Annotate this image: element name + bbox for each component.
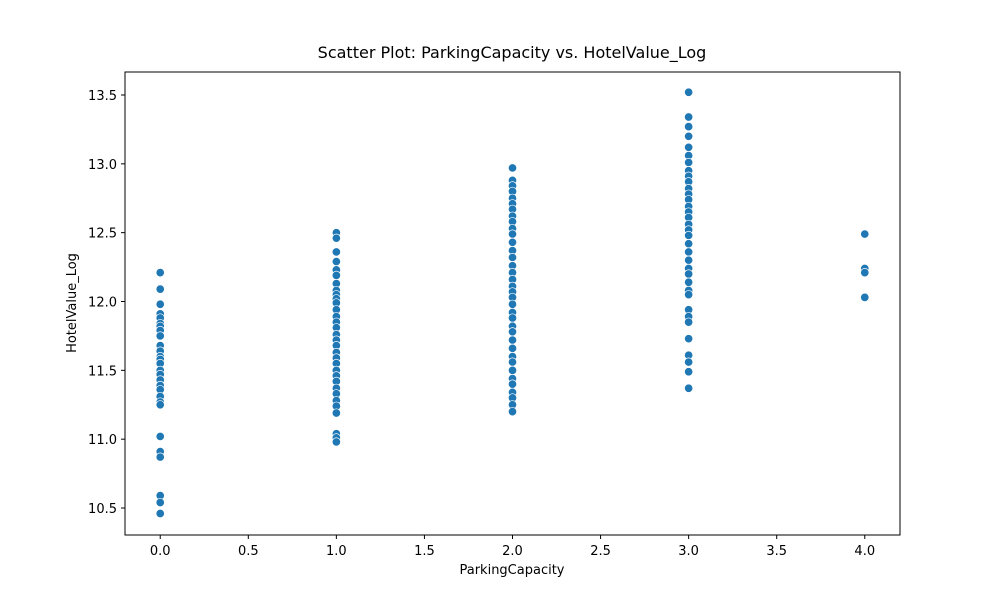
- y-tick-label: 11.0: [88, 433, 117, 448]
- point: [507, 343, 518, 353]
- point: [155, 431, 165, 441]
- point: [507, 299, 518, 309]
- point: [155, 284, 165, 294]
- y-axis-label: HotelValue_Log: [65, 253, 80, 353]
- point: [507, 379, 518, 389]
- point: [507, 327, 518, 337]
- point: [684, 334, 694, 344]
- x-tick-label: 3.5: [766, 544, 787, 559]
- x-tick-label: 2.5: [590, 544, 611, 559]
- point: [684, 112, 694, 122]
- point: [860, 229, 870, 239]
- point: [331, 247, 341, 257]
- point: [507, 237, 518, 247]
- x-axis-label: ParkingCapacity: [459, 563, 564, 578]
- point: [155, 508, 165, 519]
- point: [155, 400, 165, 410]
- point: [155, 497, 165, 508]
- point: [860, 292, 870, 302]
- y-tick-label: 10.5: [88, 502, 117, 517]
- point: [507, 407, 518, 417]
- point: [684, 87, 694, 97]
- point: [331, 257, 341, 267]
- point: [331, 233, 341, 243]
- point: [507, 357, 518, 367]
- x-tick-label: 3.0: [678, 544, 699, 559]
- y-tick-label: 12.5: [88, 227, 117, 242]
- chart-title: Scatter Plot: ParkingCapacity vs. HotelV…: [318, 43, 707, 63]
- point: [331, 270, 341, 280]
- point: [331, 408, 341, 418]
- point: [684, 122, 694, 132]
- y-tick-label: 12.0: [88, 296, 117, 311]
- point: [507, 163, 518, 173]
- point: [155, 331, 165, 341]
- point: [331, 437, 341, 447]
- point: [860, 268, 870, 278]
- point: [684, 142, 694, 152]
- point: [684, 157, 694, 168]
- point: [684, 239, 694, 249]
- x-tick-label: 0.0: [150, 544, 171, 559]
- point: [684, 290, 694, 300]
- point: [684, 383, 694, 393]
- point: [684, 357, 694, 367]
- point: [684, 131, 694, 141]
- x-tick-label: 1.0: [326, 544, 347, 559]
- x-tick-label: 2.0: [502, 544, 523, 559]
- point: [155, 299, 165, 309]
- point: [155, 268, 165, 278]
- y-tick-label: 13.5: [88, 89, 117, 104]
- point: [684, 269, 694, 279]
- point: [507, 365, 518, 375]
- y-tick-label: 11.5: [88, 364, 117, 379]
- point: [684, 230, 694, 240]
- point: [507, 335, 518, 345]
- point: [507, 229, 518, 239]
- x-tick-label: 0.5: [238, 544, 259, 559]
- point: [684, 277, 694, 287]
- x-tick-label: 1.5: [414, 544, 435, 559]
- point: [684, 367, 694, 377]
- point: [507, 313, 518, 323]
- x-tick-label: 4.0: [854, 544, 875, 559]
- point: [155, 452, 165, 462]
- point: [684, 247, 694, 257]
- point: [684, 317, 694, 327]
- point: [684, 255, 694, 265]
- y-tick-label: 13.0: [88, 158, 117, 173]
- point: [507, 252, 518, 262]
